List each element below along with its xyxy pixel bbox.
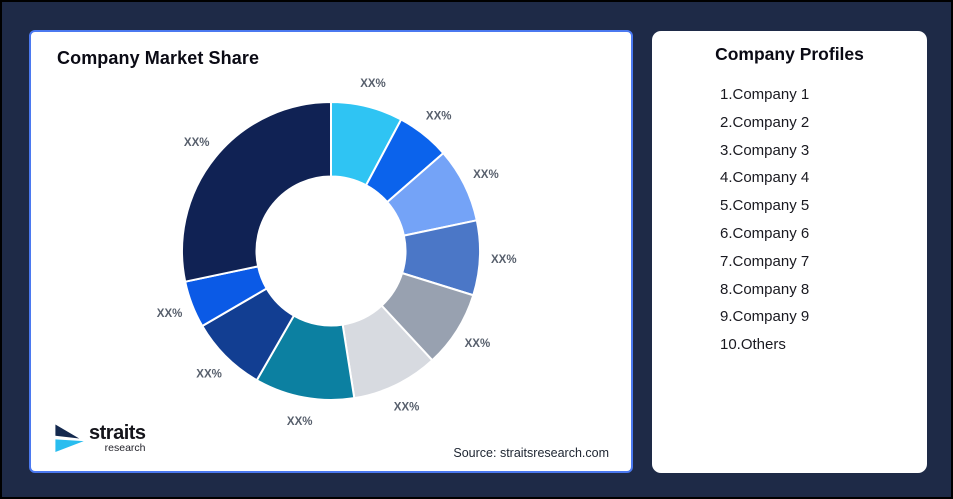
profile-list-item: 2.Company 2 (720, 113, 810, 131)
slice-label-4: XX% (491, 254, 517, 266)
slice-label-9: XX% (157, 308, 183, 320)
slice-label-2: XX% (426, 111, 452, 123)
profile-list-item: 10.Others (720, 336, 786, 354)
profile-list-item: 3.Company 3 (720, 141, 810, 159)
chart-title: Company Market Share (57, 48, 260, 68)
donut-chart: XX% XX% XX% XX% XX% XX% XX% XX% XX% XX% (157, 78, 517, 428)
logo-arrow-top (55, 424, 80, 439)
slice-label-5: XX% (465, 338, 491, 350)
profile-list-item: 6.Company 6 (720, 224, 810, 242)
logo-subtitle: research (104, 441, 146, 454)
profile-list-item: 8.Company 8 (720, 280, 810, 298)
source-attribution: Source: straitsresearch.com (453, 446, 609, 460)
slice-label-1: XX% (360, 78, 386, 90)
company-profiles-list: 1.Company 1 2.Company 2 3.Company 3 4.Compa… (720, 81, 809, 359)
profile-list-item: 7.Company 7 (720, 252, 810, 270)
profile-list-item: 4.Company 4 (720, 169, 810, 187)
donut-slice-10 (181, 101, 332, 283)
slice-label-10: XX% (184, 137, 210, 149)
profile-list-item: 1.Company 1 (720, 86, 810, 103)
logo-arrow-bottom (55, 439, 84, 452)
slice-label-7: XX% (287, 416, 313, 428)
profile-list-item: 9.Company 9 (720, 308, 810, 326)
profiles-title: Company Profiles (715, 44, 864, 64)
slice-label-3: XX% (473, 169, 499, 181)
straits-research-logo: straits research (50, 422, 146, 454)
slice-label-8: XX% (196, 369, 222, 381)
profile-list-item: 5.Company 5 (720, 197, 810, 215)
company-profiles-card: Company Profiles 1.Company 1 2.Company 2 3… (652, 31, 927, 473)
logo-text: straits research (89, 421, 146, 454)
straits-logo-icon (55, 424, 84, 452)
market-share-card: Company Market Share XX% XX% XX% XX% XX% XX% X… (29, 30, 633, 473)
slice-label-6: XX% (394, 402, 420, 414)
logo-wordmark: straits (89, 421, 146, 444)
